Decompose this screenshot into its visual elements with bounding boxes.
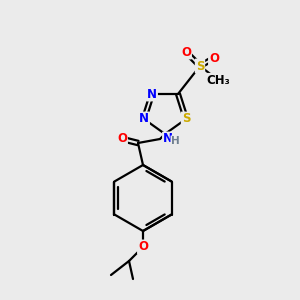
Text: N: N: [147, 88, 157, 100]
Text: S: S: [196, 59, 204, 73]
Text: O: O: [138, 241, 148, 254]
Text: S: S: [182, 112, 190, 125]
Text: O: O: [209, 52, 219, 64]
Text: CH₃: CH₃: [206, 74, 230, 86]
Text: N: N: [139, 112, 149, 125]
Text: N: N: [163, 133, 173, 146]
Text: H: H: [171, 136, 180, 146]
Text: O: O: [117, 133, 127, 146]
Text: O: O: [181, 46, 191, 59]
